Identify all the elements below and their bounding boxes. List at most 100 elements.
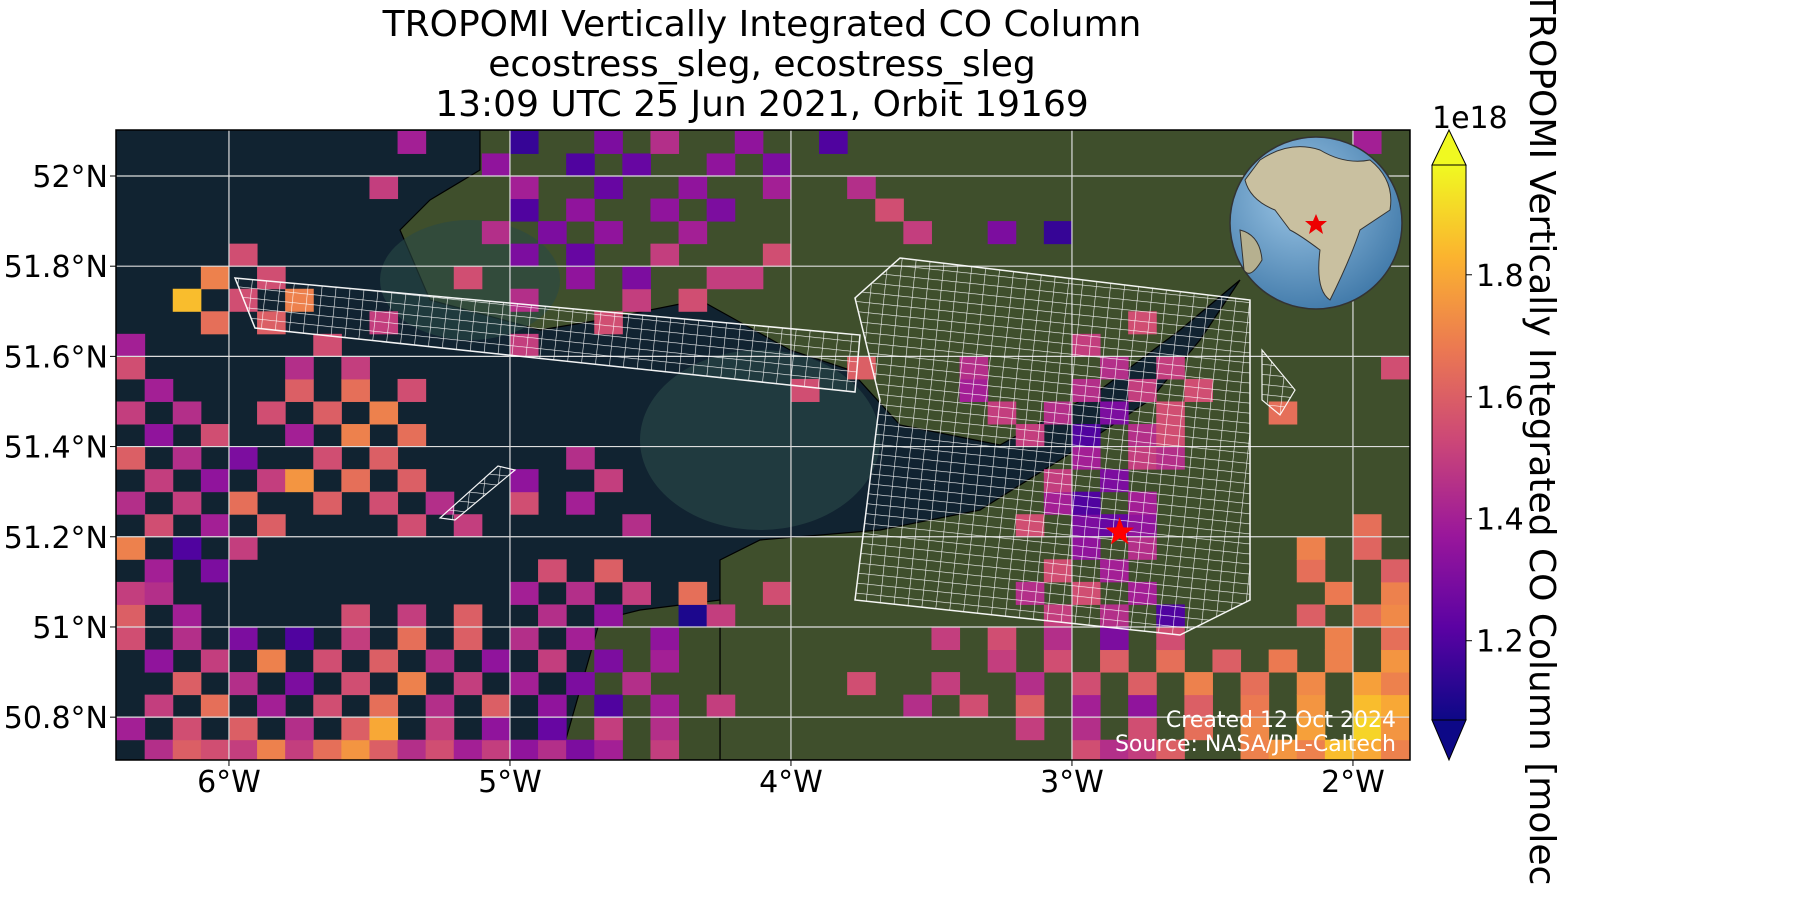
swaths: [233, 257, 1296, 636]
co-pixel: [397, 739, 427, 760]
co-pixel: [509, 198, 539, 222]
co-pixel: [706, 153, 736, 177]
co-pixel: [566, 446, 595, 470]
colorbar-tick-label: 1.6: [1476, 381, 1524, 416]
co-pixel: [341, 626, 370, 651]
co-pixel: [1015, 672, 1045, 696]
co-pixel: [116, 581, 146, 605]
co-pixel: [678, 221, 708, 245]
co-pixel: [397, 469, 427, 493]
co-pixel: [734, 130, 764, 154]
co-pixel: [172, 739, 202, 760]
co-pixel: [200, 739, 230, 760]
co-pixel: [285, 626, 314, 651]
co-pixel: [257, 514, 286, 538]
co-pixel: [116, 333, 146, 357]
co-pixel: [1128, 739, 1157, 760]
co-pixel: [369, 739, 399, 760]
co-pixel: [650, 198, 680, 222]
co-pixel: [594, 717, 623, 741]
co-pixel: [678, 175, 708, 200]
co-pixel: [453, 626, 483, 651]
colorbar-exponent: 1e18: [1432, 101, 1508, 136]
co-pixel: [1381, 649, 1410, 673]
co-pixel: [509, 491, 539, 515]
co-pixel: [144, 378, 174, 402]
co-pixel: [369, 446, 399, 470]
co-pixel: [313, 649, 342, 673]
co-pixel: [847, 175, 876, 200]
co-pixel: [425, 649, 455, 673]
co-pixel: [1268, 649, 1298, 673]
co-pixel: [1324, 739, 1354, 760]
co-pixel: [481, 694, 511, 718]
co-pixel: [341, 378, 370, 402]
co-pixel: [116, 626, 146, 651]
co-pixel: [369, 694, 399, 718]
co-pixel: [228, 446, 258, 470]
co-pixel: [144, 469, 174, 493]
co-pixel: [762, 175, 792, 200]
co-pixel: [200, 469, 230, 493]
co-pixel: [678, 288, 708, 312]
co-pixel: [566, 739, 595, 760]
co-pixel: [1296, 559, 1326, 583]
plot-frame: [115, 129, 1411, 761]
co-pixel: [200, 559, 230, 583]
co-pixel: [1156, 649, 1185, 673]
co-pixel: [397, 378, 427, 402]
co-pixel: [594, 694, 623, 718]
co-pixel: [481, 739, 511, 760]
swath: [233, 277, 861, 393]
co-pixel: [1381, 694, 1410, 718]
co-pixel: [566, 626, 595, 651]
co-pixel: [650, 243, 680, 267]
co-pixel: [397, 672, 427, 696]
co-pixel: [706, 198, 736, 222]
co-pixel: [1128, 717, 1157, 741]
co-pixel: [1156, 739, 1185, 760]
co-pixel: [1352, 514, 1382, 538]
co-pixel: [397, 626, 427, 651]
co-pixel: [1381, 717, 1410, 741]
co-pixel: [987, 221, 1017, 245]
co-pixel: [566, 198, 595, 222]
co-pixel: [931, 672, 961, 696]
co-pixel: [1381, 626, 1410, 651]
co-pixel: [1352, 130, 1382, 154]
co-pixel: [594, 604, 623, 628]
co-pixel: [650, 130, 680, 154]
co-pixel: [172, 672, 202, 696]
site-marker: [1105, 517, 1134, 545]
colorbar: [1431, 128, 1467, 762]
swath: [1261, 348, 1296, 416]
co-pixel: [341, 717, 370, 741]
co-pixel: [509, 581, 539, 605]
co-pixel: [566, 153, 595, 177]
co-pixel: [566, 581, 595, 605]
co-pixel: [706, 694, 736, 718]
co-pixel: [116, 604, 146, 628]
co-pixel: [144, 649, 174, 673]
co-pixel: [1352, 536, 1382, 560]
co-pixel: [509, 243, 539, 267]
co-pixel: [481, 153, 511, 177]
co-pixel: [257, 739, 286, 760]
co-pixel: [369, 401, 399, 425]
co-pixel: [228, 626, 258, 651]
co-pixel: [1296, 717, 1326, 741]
co-pixel: [172, 604, 202, 628]
co-pixel: [144, 581, 174, 605]
co-pixel: [285, 424, 314, 448]
co-pixel: [1100, 649, 1129, 673]
co-pixel: [144, 694, 174, 718]
co-pixel: [313, 401, 342, 425]
co-pixel: [1128, 694, 1157, 718]
co-pixel: [509, 469, 539, 493]
co-pixel: [819, 130, 848, 154]
x-tick-label: 2°W: [1321, 765, 1385, 800]
co-pixel: [1100, 626, 1129, 651]
co-pixel: [1381, 739, 1410, 760]
co-pixel: [341, 356, 370, 380]
co-pixel: [481, 649, 511, 673]
